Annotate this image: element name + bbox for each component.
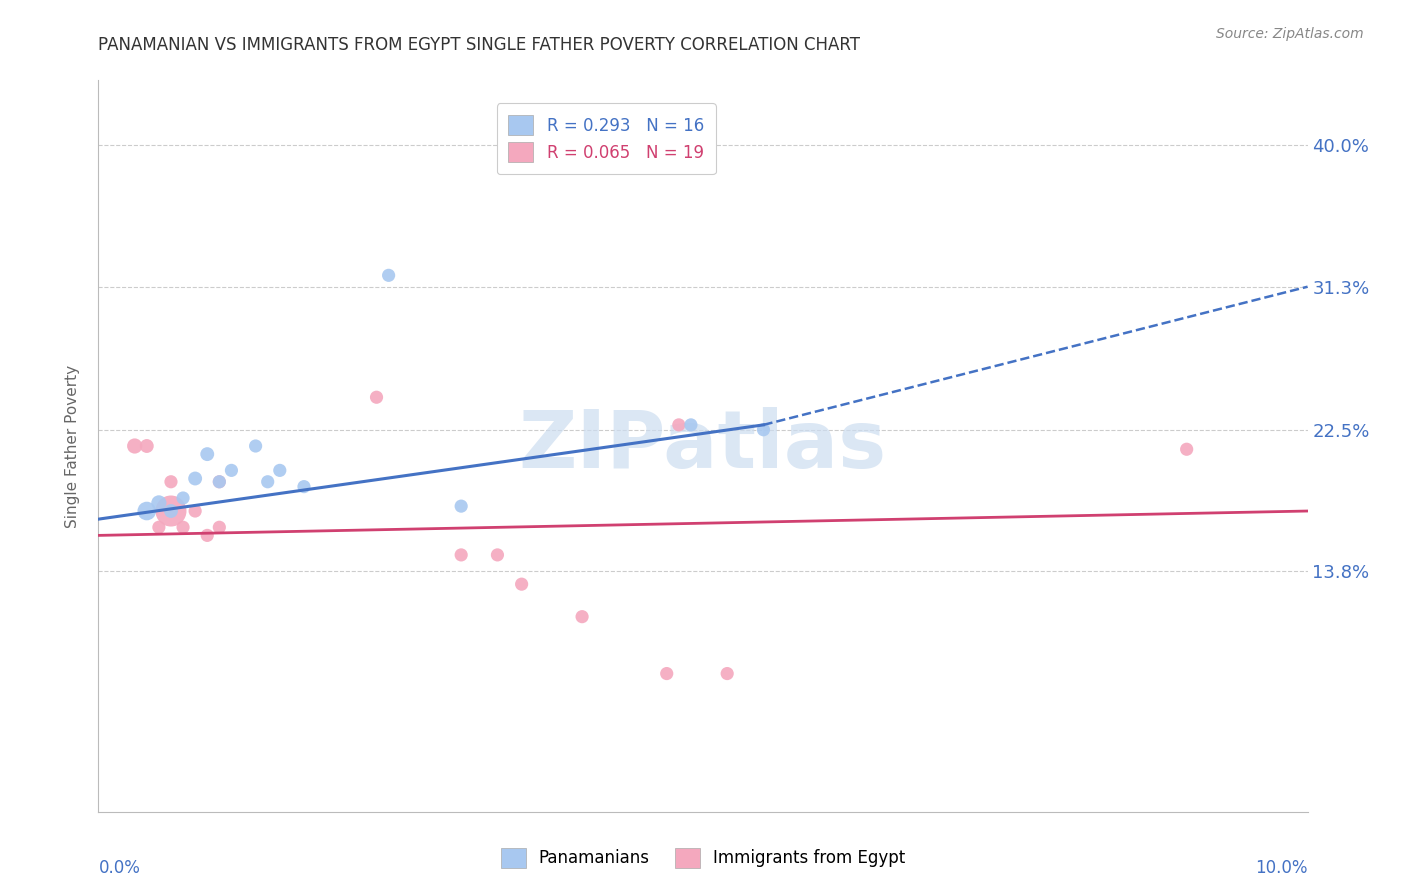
Text: ZIPatlas: ZIPatlas [519,407,887,485]
Legend: R = 0.293   N = 16, R = 0.065   N = 19: R = 0.293 N = 16, R = 0.065 N = 19 [496,103,716,174]
Y-axis label: Single Father Poverty: Single Father Poverty [65,365,80,527]
Text: 0.0%: 0.0% [98,859,141,877]
Point [752,423,775,437]
Point [172,520,194,534]
Point [377,268,399,283]
Point [486,548,509,562]
Point [124,439,146,453]
Point [450,499,472,513]
Point [148,520,170,534]
Point [256,475,278,489]
Point [195,528,218,542]
Point [195,447,218,461]
Legend: Panamanians, Immigrants from Egypt: Panamanians, Immigrants from Egypt [494,841,912,875]
Point [160,504,183,518]
Point [208,520,231,534]
Point [245,439,267,453]
Point [172,491,194,505]
Point [135,439,157,453]
Point [571,609,593,624]
Point [148,496,170,510]
Point [184,471,207,485]
Point [366,390,388,404]
Point [716,666,738,681]
Text: 10.0%: 10.0% [1256,859,1308,877]
Point [208,475,231,489]
Point [135,504,157,518]
Text: PANAMANIAN VS IMMIGRANTS FROM EGYPT SINGLE FATHER POVERTY CORRELATION CHART: PANAMANIAN VS IMMIGRANTS FROM EGYPT SING… [98,36,860,54]
Point [668,417,690,432]
Point [292,480,315,494]
Point [208,475,231,489]
Point [655,666,678,681]
Point [160,475,183,489]
Point [510,577,533,591]
Point [184,504,207,518]
Point [221,463,243,477]
Text: Source: ZipAtlas.com: Source: ZipAtlas.com [1216,27,1364,41]
Point [1175,442,1198,457]
Point [679,417,702,432]
Point [269,463,291,477]
Point [160,504,183,518]
Point [450,548,472,562]
